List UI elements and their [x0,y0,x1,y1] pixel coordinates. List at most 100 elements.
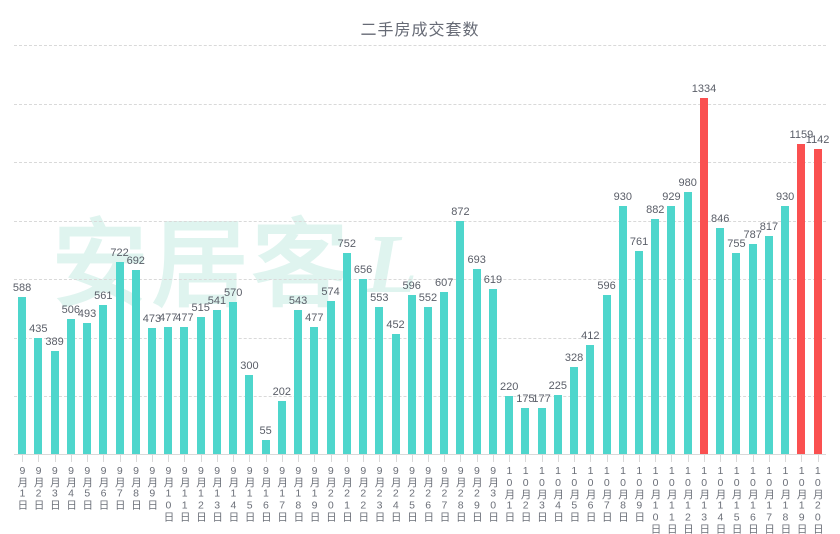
bar-slot[interactable]: 389 [45,45,64,455]
bar-slot[interactable]: 177 [532,45,551,455]
bar[interactable] [521,408,530,455]
bar[interactable] [488,289,497,455]
bar-slot[interactable]: 619 [484,45,502,455]
bar-slot[interactable]: 596 [403,45,421,455]
bar-slot[interactable]: 761 [630,45,648,455]
bar[interactable] [147,328,156,455]
bar[interactable] [245,374,254,455]
bar[interactable] [99,304,108,455]
bar-slot[interactable]: 477 [305,45,324,455]
bar[interactable] [375,306,384,455]
bar-slot[interactable]: 693 [467,45,486,455]
bar-slot[interactable]: 300 [240,45,259,455]
bar-slot[interactable]: 506 [62,45,80,455]
bar-slot[interactable]: 55 [258,45,274,455]
bar-slot[interactable]: 493 [78,45,96,455]
bar-slot[interactable]: 1334 [692,45,716,455]
bar-slot[interactable]: 553 [370,45,388,455]
bar-slot[interactable]: 225 [549,45,567,455]
bar-slot[interactable]: 1142 [806,45,829,455]
bar-slot[interactable]: 412 [581,45,599,455]
bar[interactable] [115,261,124,455]
bar[interactable] [440,292,449,455]
bar[interactable] [505,396,514,455]
bar-slot[interactable]: 473 [143,45,161,455]
bar[interactable] [472,269,481,455]
bar[interactable] [277,400,286,455]
bar-slot[interactable]: 596 [597,45,616,455]
bar-slot[interactable]: 787 [743,45,762,455]
bar[interactable] [326,301,335,455]
bar[interactable] [635,251,644,455]
bar[interactable] [748,244,757,455]
bar[interactable] [570,367,579,455]
bar-slot[interactable]: 929 [662,45,681,455]
bar-slot[interactable]: 552 [419,45,437,455]
bar[interactable] [423,307,432,455]
bar-slot[interactable]: 328 [565,45,583,455]
bar-slot[interactable]: 202 [273,45,291,455]
bar-slot[interactable]: 435 [29,45,48,455]
bar-highlighted[interactable] [797,144,806,455]
bar-slot[interactable]: 755 [727,45,746,455]
bar-slot[interactable]: 656 [354,45,372,455]
bar-slot[interactable]: 1159 [790,45,813,455]
bar-slot[interactable]: 607 [435,45,453,455]
bar[interactable] [294,309,303,455]
bar-slot[interactable]: 541 [208,45,226,455]
bar-slot[interactable]: 175 [516,45,535,455]
bar[interactable] [651,218,660,455]
bar[interactable] [781,205,790,455]
bar[interactable] [196,317,205,455]
bar[interactable] [310,327,319,455]
bar[interactable] [66,319,75,455]
bar[interactable] [586,344,595,455]
bar[interactable] [537,407,546,455]
bar[interactable] [212,310,221,455]
bar[interactable] [261,440,270,455]
bar[interactable] [131,269,140,455]
bar[interactable] [83,322,92,455]
bar-slot[interactable]: 872 [451,45,470,455]
bar[interactable] [618,205,627,455]
bar-slot[interactable]: 452 [386,45,405,455]
bar[interactable] [50,350,59,455]
bar-slot[interactable]: 692 [127,45,145,455]
bar[interactable] [18,297,27,455]
bar[interactable] [164,327,173,455]
bar-slot[interactable]: 515 [192,45,210,455]
bar-slot[interactable]: 588 [13,45,31,455]
bar-slot[interactable]: 930 [614,45,632,455]
bar-slot[interactable]: 882 [646,45,664,455]
bar-highlighted[interactable] [813,148,822,455]
bar-slot[interactable]: 574 [321,45,340,455]
bar[interactable] [34,338,43,455]
bar-slot[interactable]: 722 [110,45,129,455]
bar[interactable] [456,221,465,455]
bar[interactable] [229,302,238,455]
bar-highlighted[interactable] [699,97,708,455]
bar[interactable] [180,327,189,455]
bar[interactable] [732,252,741,455]
bar[interactable] [407,295,416,455]
bar[interactable] [359,279,368,455]
bar[interactable] [391,333,400,455]
bar-slot[interactable]: 561 [94,45,112,455]
bar-slot[interactable]: 477 [159,45,177,455]
bar-slot[interactable]: 846 [711,45,729,455]
bar[interactable] [342,253,351,455]
bar-slot[interactable]: 477 [175,45,194,455]
bar-slot[interactable]: 817 [760,45,778,455]
bar[interactable] [602,295,611,455]
bar[interactable] [764,236,773,455]
bar-slot[interactable]: 752 [338,45,356,455]
bar-slot[interactable]: 570 [224,45,242,455]
bar[interactable] [667,206,676,455]
bar-slot[interactable]: 543 [289,45,307,455]
bar[interactable] [683,192,692,455]
bar-slot[interactable]: 220 [500,45,518,455]
bar[interactable] [553,394,562,455]
bar[interactable] [716,228,725,455]
bar-slot[interactable]: 930 [776,45,794,455]
bar-slot[interactable]: 980 [679,45,697,455]
